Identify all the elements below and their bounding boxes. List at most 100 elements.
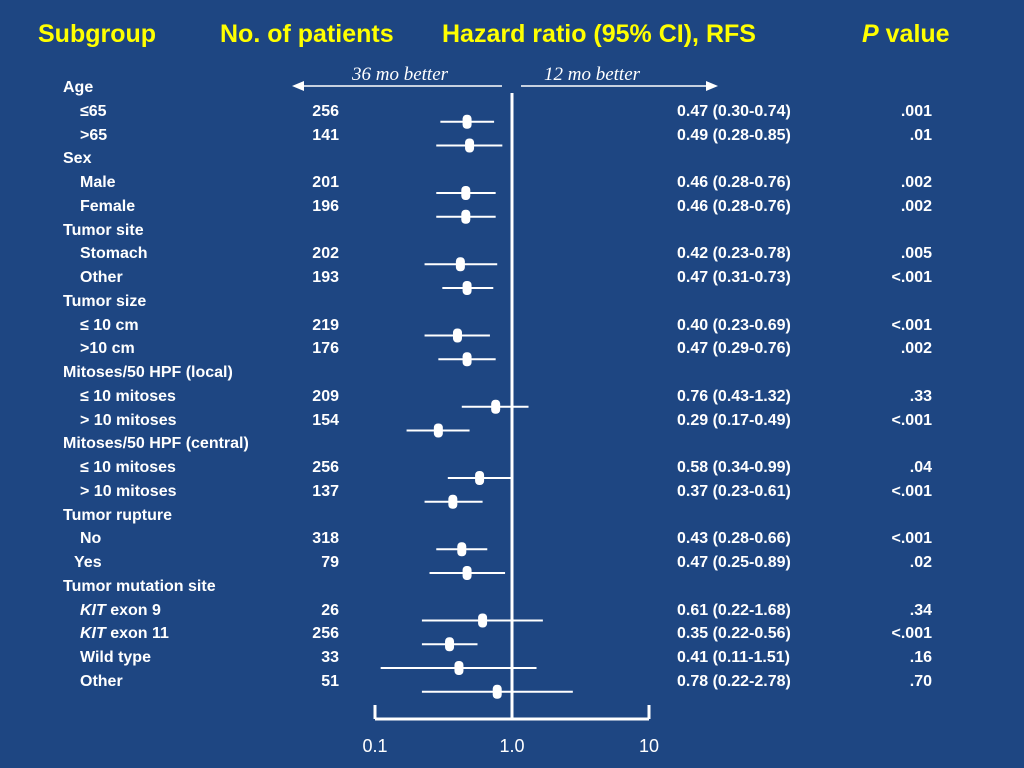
hr-marker <box>457 542 467 557</box>
patient-count: 33 <box>321 649 339 666</box>
hazard-ratio-ci: 0.35 (0.22-0.56) <box>677 625 791 643</box>
hazard-ratio-ci: 0.78 (0.22-2.78) <box>677 672 791 690</box>
hr-marker <box>462 566 472 580</box>
subgroup-label-text: ≤ 10 mitoses <box>80 459 176 476</box>
hr-marker <box>461 186 471 200</box>
forest-row <box>438 352 496 367</box>
hazard-ratio-ci: 0.47 (0.29-0.76) <box>677 340 791 358</box>
p-value: .002 <box>900 174 932 191</box>
subgroup-label: ≤ 10 mitoses <box>80 387 176 407</box>
p-value: .002 <box>900 197 932 215</box>
right-arrow-icon <box>706 81 718 91</box>
patient-count: 51 <box>321 672 339 690</box>
hazard-ratio-ci: 0.47 (0.31-0.73) <box>677 269 791 286</box>
subgroup-label-text: Stomach <box>80 245 148 263</box>
p-value: .005 <box>900 245 932 263</box>
subgroup-label-text: Male <box>80 174 116 191</box>
p-value: <.001 <box>891 482 932 500</box>
p-value: .04 <box>909 459 932 476</box>
x-axis-tick-label: 1.0 <box>499 736 525 756</box>
hazard-ratio-ci: 0.58 (0.34-0.99) <box>677 459 791 476</box>
hazard-ratio-ci: 0.29 (0.17-0.49) <box>677 411 791 429</box>
subgroup-label-text: Other <box>80 672 123 690</box>
forest-row <box>461 399 529 414</box>
forest-row <box>424 494 483 509</box>
forest-row <box>424 257 498 272</box>
hazard-ratio-ci: 0.46 (0.28-0.76) <box>677 197 791 215</box>
patient-count: 318 <box>312 530 339 548</box>
subgroup-label-text: ≤ 10 cm <box>80 316 139 334</box>
p-value: .33 <box>909 387 932 405</box>
patient-count: 256 <box>312 459 339 476</box>
subgroup-label-text: No <box>80 530 102 548</box>
p-value: <.001 <box>891 269 932 286</box>
forest-row <box>442 281 494 295</box>
hr-marker <box>462 281 472 295</box>
subgroup-label-text: Other <box>80 269 123 286</box>
p-value: .16 <box>909 649 932 666</box>
hr-marker <box>455 257 465 272</box>
p-value: <.001 <box>891 625 932 643</box>
group-label: Tumor rupture <box>63 506 173 524</box>
patient-count: 202 <box>312 245 339 263</box>
subgroup-label: > 10 mitoses <box>80 411 177 431</box>
patient-count: 193 <box>312 269 339 286</box>
hazard-ratio-ci: 0.40 (0.23-0.69) <box>677 316 791 334</box>
patient-count: 201 <box>312 174 339 191</box>
forest-row <box>406 423 470 438</box>
subgroup-label: > 10 mitoses <box>80 482 177 502</box>
patient-count: 154 <box>312 411 339 429</box>
hr-marker <box>492 684 502 699</box>
patient-count: 209 <box>312 387 339 405</box>
subgroup-label: Wild type <box>80 648 151 668</box>
subgroup-label: No <box>80 529 101 549</box>
forest-row <box>429 566 506 580</box>
forest-row <box>436 186 496 200</box>
hazard-ratio-ci: 0.47 (0.25-0.89) <box>677 554 791 571</box>
hazard-ratio-ci: 0.61 (0.22-1.68) <box>677 601 791 619</box>
p-value: .70 <box>909 672 932 690</box>
p-value: <.001 <box>891 530 932 548</box>
patient-count: 219 <box>312 316 339 334</box>
hr-marker <box>448 494 458 509</box>
subgroup-label: ≤ 10 mitoses <box>80 458 176 478</box>
header-subgroup: Subgroup <box>38 20 157 48</box>
p-value: .34 <box>909 601 932 619</box>
subgroup-label: Stomach <box>80 244 148 264</box>
subgroup-label: Other <box>80 268 123 288</box>
subgroup-label-text: ≤65 <box>80 102 107 120</box>
left-arrow-icon <box>292 81 304 91</box>
hazard-ratio-ci: 0.76 (0.43-1.32) <box>677 387 791 405</box>
hr-marker <box>465 138 475 153</box>
patient-count: 79 <box>321 554 339 571</box>
subgroup-label: >10 cm <box>80 339 135 359</box>
forest-row <box>447 471 512 485</box>
subgroup-label-text: exon 9 <box>105 601 161 619</box>
header-p-rest: value <box>878 20 950 48</box>
hazard-ratio-ci: 0.46 (0.28-0.76) <box>677 174 791 191</box>
patient-count: 176 <box>312 340 339 358</box>
group-label: Sex <box>63 150 92 168</box>
group-label: Tumor size <box>63 292 147 310</box>
subgroup-label-text: >65 <box>80 126 108 144</box>
header-patients: No. of patients <box>220 20 394 48</box>
subgroup-label: >65 <box>80 126 107 146</box>
forest-row <box>424 328 490 343</box>
hr-marker <box>452 328 462 343</box>
forest-row <box>421 613 543 628</box>
hr-marker <box>433 423 443 438</box>
subgroup-label: Female <box>80 197 135 217</box>
header-p-italic: P <box>862 20 879 48</box>
subgroup-label-text: ≤ 10 mitoses <box>80 387 176 405</box>
subgroup-label-text: Yes <box>74 554 102 571</box>
hr-marker <box>445 637 455 652</box>
forest-row <box>421 684 573 699</box>
forest-row <box>421 637 478 652</box>
subgroup-label: KIT exon 9 <box>80 601 161 621</box>
hazard-ratio-ci: 0.42 (0.23-0.78) <box>677 245 791 263</box>
subgroup-label: KIT exon 11 <box>80 624 169 644</box>
subgroup-label-text: > 10 mitoses <box>80 482 177 500</box>
p-value: <.001 <box>891 411 932 429</box>
